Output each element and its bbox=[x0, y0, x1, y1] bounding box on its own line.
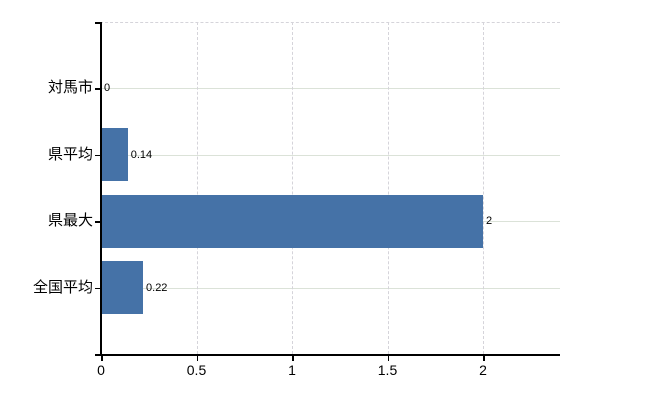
y-axis-tick bbox=[95, 287, 101, 290]
value-label: 0.14 bbox=[130, 148, 153, 161]
x-axis-tick bbox=[387, 355, 389, 361]
category-label: 対馬市 bbox=[47, 79, 93, 97]
bar-県最大 bbox=[101, 194, 483, 248]
v-gridline bbox=[387, 22, 389, 354]
x-axis-tick bbox=[483, 355, 485, 361]
plot-top-border bbox=[100, 22, 560, 23]
v-gridline bbox=[196, 22, 198, 354]
h-gridline bbox=[101, 287, 560, 289]
x-axis-tick bbox=[101, 355, 103, 361]
x-tick-label: 0 bbox=[97, 362, 105, 378]
x-tick-label: 0.5 bbox=[186, 362, 207, 378]
value-label: 0 bbox=[104, 82, 111, 95]
h-gridline bbox=[101, 88, 560, 90]
y-axis-line bbox=[100, 22, 102, 355]
y-axis-tick bbox=[95, 88, 101, 90]
y-axis-tick bbox=[95, 154, 101, 157]
bar-全国平均 bbox=[101, 261, 144, 315]
x-tick-label: 1.5 bbox=[377, 362, 398, 378]
v-gridline bbox=[483, 22, 484, 354]
h-gridline bbox=[101, 154, 560, 156]
category-label: 県最大 bbox=[47, 212, 93, 230]
x-axis-tick bbox=[196, 355, 198, 361]
category-label: 全国平均 bbox=[32, 278, 93, 296]
y-axis-tick bbox=[95, 221, 101, 223]
y-axis-tick bbox=[95, 22, 101, 24]
value-label: 2 bbox=[486, 215, 493, 228]
x-axis-line bbox=[95, 354, 560, 356]
v-gridline bbox=[292, 22, 293, 354]
bar-県平均 bbox=[101, 128, 128, 182]
value-label: 0.22 bbox=[146, 281, 168, 294]
x-tick-label: 2 bbox=[479, 362, 487, 378]
category-label: 県平均 bbox=[47, 145, 93, 163]
x-tick-label: 1 bbox=[288, 362, 296, 378]
x-axis-tick bbox=[292, 355, 294, 361]
